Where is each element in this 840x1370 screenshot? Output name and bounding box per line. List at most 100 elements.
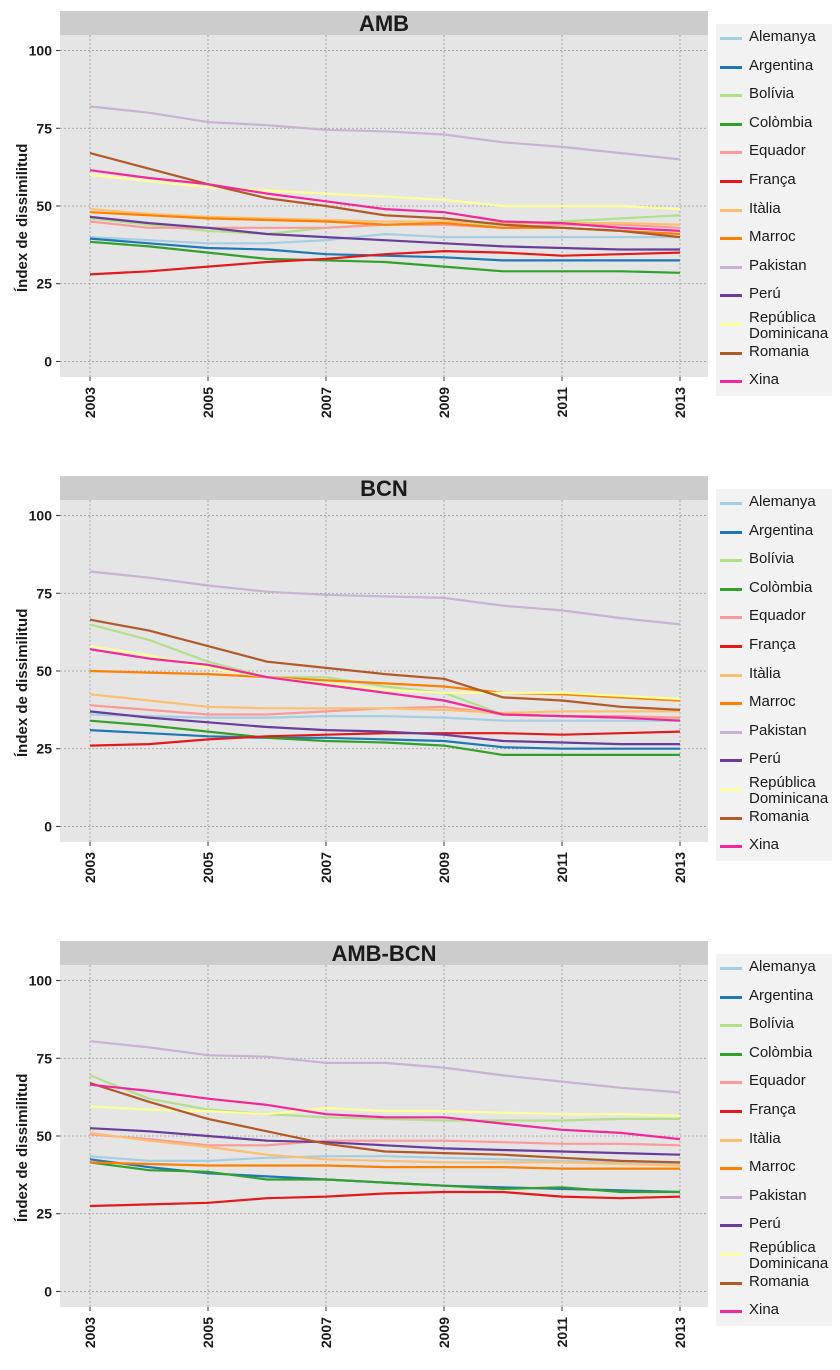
legend-label: Xina: [749, 371, 780, 389]
legend-item-xina: Xina: [716, 1297, 832, 1326]
series-line-republica-dominicana: [89, 173, 681, 211]
legend-item-peru: Perú: [716, 281, 832, 310]
series-line-peru: [89, 215, 680, 251]
legend-item-italia: Itàlia: [716, 196, 832, 225]
legend-swatch: [720, 673, 742, 677]
legend-item-peru: Perú: [716, 746, 832, 775]
series-line-argentina: [89, 729, 680, 750]
legend-swatch: [720, 1138, 742, 1142]
series-line-italia: [89, 1131, 681, 1167]
y-tick-label: 25: [36, 1206, 52, 1222]
legend-label: Xina: [749, 1301, 780, 1319]
legend-item-pakistan: Pakistan: [716, 253, 832, 282]
series-line-pakistan: [89, 105, 681, 161]
legend-label: Equador: [749, 607, 806, 625]
legend-item-equador: Equador: [716, 1068, 832, 1097]
legend-bcn: Alemanya Argentina Bolívia Colòmbia Equador F…: [716, 489, 832, 861]
panel-title: AMB-BCN: [331, 941, 436, 966]
series-line-romania: [89, 618, 681, 711]
chart-svg-bcn: BCN 0 25 50 75 100 2003 2005 2007 2009 2011 2013: [29, 476, 708, 883]
legend-item-bolivia: Bolívia: [716, 546, 832, 575]
legend-swatch: [720, 1281, 742, 1285]
y-tick-label: 75: [36, 585, 52, 601]
legend-swatch: [720, 644, 742, 648]
panel-title: AMB: [359, 11, 409, 36]
legend-label: França: [749, 635, 796, 653]
legend-label: Romania: [749, 1272, 810, 1290]
series-line-equador: [89, 1133, 681, 1147]
legend-item-xina: Xina: [716, 832, 832, 861]
legend-swatch: [720, 502, 742, 505]
x-tick-label: 2013: [672, 1317, 688, 1348]
title-strip: [60, 11, 708, 35]
legend-label: Pakistan: [749, 256, 807, 274]
legend-swatch: [720, 587, 742, 591]
legend-label: Alemanya: [749, 958, 816, 975]
series-line-peru: [89, 1127, 681, 1156]
panel-title: BCN: [360, 476, 408, 501]
legend-swatch: [720, 1167, 742, 1171]
legend-label: Romania: [749, 342, 810, 360]
legend-swatch: [720, 559, 742, 563]
title-strip: [60, 476, 708, 500]
legend-label: Itàlia: [749, 199, 781, 217]
x-tick-label: 2007: [318, 387, 334, 418]
legend-item-pakistan: Pakistan: [716, 718, 832, 747]
legend-item-marroc: Marroc: [716, 689, 832, 718]
legend-label: Colòmbia: [749, 113, 813, 131]
x-tick-label: 2007: [318, 852, 334, 883]
legend-swatch: [720, 967, 742, 970]
legend-label: Perú: [749, 1215, 781, 1233]
legend-item-franca: França: [716, 632, 832, 661]
legend-item-romania: Romania: [716, 804, 832, 833]
x-tick-label: 2005: [200, 1317, 216, 1348]
legend-label: Alemanya: [749, 493, 816, 510]
legend-item-colombia: Colòmbia: [716, 110, 832, 139]
series-line-franca: [89, 1190, 681, 1208]
x-tick-label: 2005: [200, 387, 216, 418]
series-line-alemanya: [89, 232, 680, 245]
x-tick-label: 2003: [82, 1317, 98, 1348]
series-line-italia: [89, 208, 681, 226]
series-line-romania: [89, 1082, 681, 1164]
legend-amb: Alemanya Argentina Bolívia Colòmbia Equador F…: [716, 24, 832, 396]
x-tick-label: 2011: [554, 852, 570, 883]
series-line-xina: [89, 169, 681, 232]
series-line-xina: [89, 648, 681, 722]
y-tick-label: 25: [36, 276, 52, 292]
legend-item-argentina: Argentina: [716, 983, 832, 1012]
series-line-republica-dominicana: [89, 1105, 681, 1117]
legend-item-romania: Romania: [716, 1269, 832, 1298]
legend-swatch: [720, 179, 742, 183]
y-axis-label: Índex de dissimilitud: [14, 1073, 31, 1222]
legend-item-argentina: Argentina: [716, 518, 832, 547]
legend-label: Marroc: [749, 228, 796, 246]
x-tick-label: 2009: [436, 1317, 452, 1348]
y-tick-label: 50: [36, 663, 52, 679]
legend-item-alemanya: Alemanya: [716, 954, 832, 983]
legend-swatch: [720, 759, 742, 763]
legend-swatch: [720, 265, 742, 269]
legend-label: Marroc: [749, 693, 796, 711]
legend-item-alemanya: Alemanya: [716, 24, 832, 53]
legend-item-republica-dominicana: República Dominicana: [716, 308, 832, 342]
legend-swatch: [720, 380, 742, 384]
legend-swatch: [720, 94, 742, 98]
legend-item-colombia: Colòmbia: [716, 1040, 832, 1069]
x-tick-label: 2013: [672, 852, 688, 883]
x-tick-label: 2009: [436, 387, 452, 418]
legend-item-alemanya: Alemanya: [716, 489, 832, 518]
legend-swatch: [720, 845, 742, 849]
y-tick-label: 100: [29, 508, 53, 524]
legend-label: Pakistan: [749, 721, 807, 739]
legend-swatch: [720, 1195, 742, 1199]
x-tick-label: 2007: [318, 1317, 334, 1348]
legend-label: Itàlia: [749, 664, 781, 682]
legend-label: Equador: [749, 142, 806, 160]
y-tick-label: 50: [36, 1128, 52, 1144]
legend-label: República Dominicana: [749, 308, 829, 342]
legend-swatch: [720, 730, 742, 734]
legend-swatch: [720, 1109, 742, 1113]
legend-label: República Dominicana: [749, 773, 829, 807]
legend-label: Itàlia: [749, 1129, 781, 1147]
